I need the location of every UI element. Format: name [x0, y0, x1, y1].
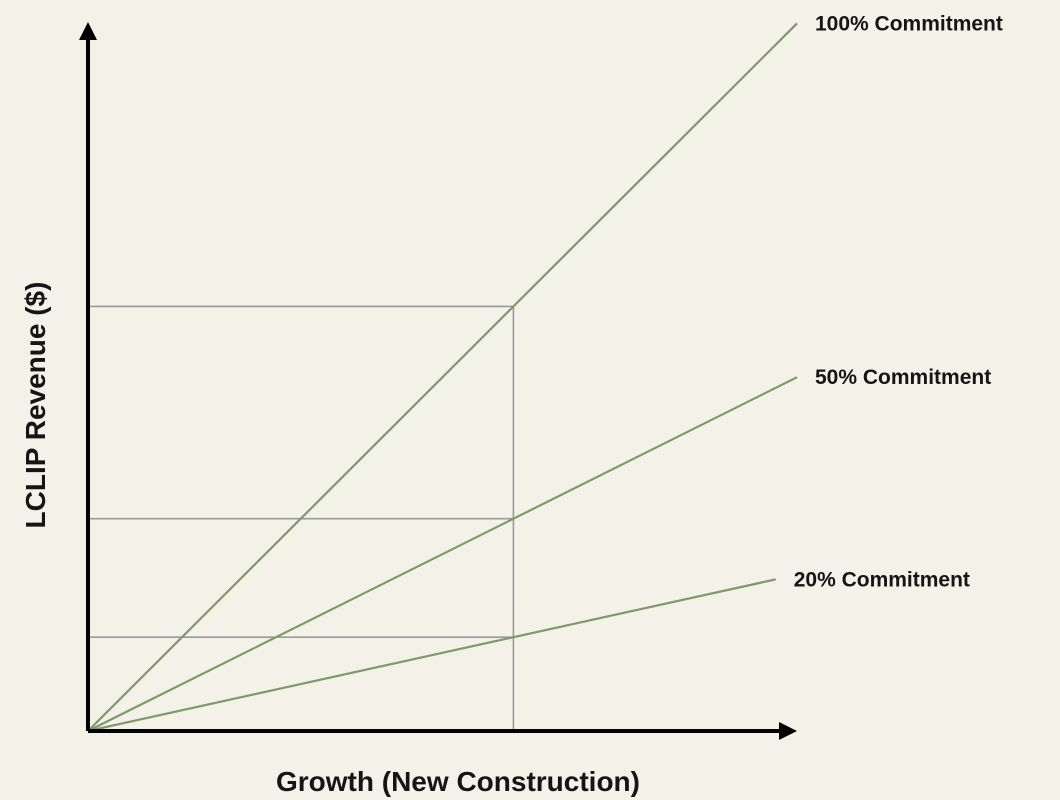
series-line-50-commitment: [87, 376, 798, 732]
axes: [79, 22, 797, 740]
x-axis-arrowhead: [779, 722, 797, 740]
series-label-100-commitment: 100% Commitment: [815, 12, 1003, 35]
series-label-20-commitment: 20% Commitment: [794, 568, 970, 591]
x-axis-title: Growth (New Construction): [276, 766, 640, 797]
y-axis-title: LCLIP Revenue ($): [20, 282, 51, 529]
series-line-100-commitment: [87, 22, 798, 732]
series-labels: 100% Commitment 50% Commitment 20% Commitm…: [794, 12, 1003, 591]
series-line-20-commitment: [87, 578, 776, 733]
y-axis-arrowhead: [79, 22, 97, 40]
series-label-50-commitment: 50% Commitment: [815, 366, 991, 389]
series-lines: [87, 22, 798, 733]
